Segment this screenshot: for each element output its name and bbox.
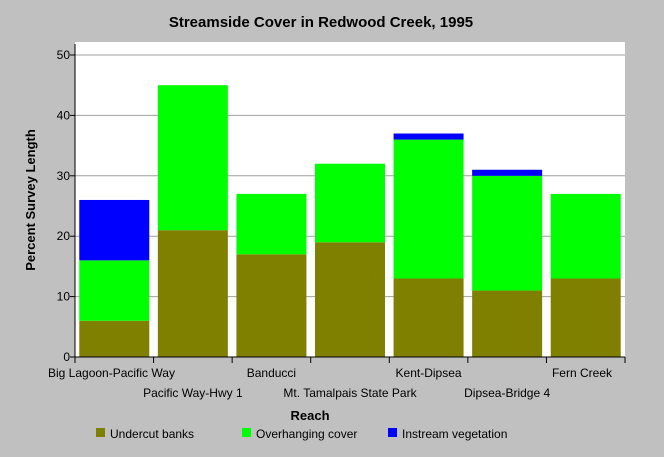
bar-segment bbox=[79, 199, 150, 261]
y-tick-label: 20 bbox=[57, 229, 71, 243]
bar-segment bbox=[393, 133, 464, 140]
bars bbox=[79, 85, 621, 357]
bar-segment bbox=[472, 175, 543, 291]
bar-segment bbox=[472, 290, 543, 357]
legend: Undercut banks Overhanging cover Instream … bbox=[96, 427, 507, 441]
legend-swatch bbox=[96, 428, 105, 437]
bar-segment bbox=[79, 320, 150, 357]
chart-title: Streamside Cover in Redwood Creek, 1995 bbox=[169, 14, 473, 31]
y-tick-label: 50 bbox=[57, 48, 71, 62]
legend-label: Overhanging cover bbox=[256, 427, 357, 441]
x-tick-label: Pacific Way-Hwy 1 bbox=[143, 386, 243, 400]
bar-segment bbox=[550, 193, 621, 279]
legend-swatch bbox=[242, 428, 251, 437]
bar-segment bbox=[550, 278, 621, 357]
bar-segment bbox=[236, 193, 307, 255]
y-tick-labels: 0 10 20 30 40 50 bbox=[57, 48, 71, 364]
legend-label: Undercut banks bbox=[110, 427, 194, 441]
y-axis-label: Percent Survey Length bbox=[23, 129, 38, 271]
x-tick-label: Fern Creek bbox=[552, 366, 613, 380]
bar-segment bbox=[236, 254, 307, 357]
bar-segment bbox=[157, 230, 228, 357]
bar-segment bbox=[315, 242, 385, 357]
legend-swatch bbox=[388, 428, 397, 437]
bar-segment bbox=[472, 169, 543, 176]
y-tick-label: 10 bbox=[57, 290, 71, 304]
bar-segment bbox=[315, 163, 385, 243]
x-tick-label: Kent-Dipsea bbox=[396, 366, 462, 380]
y-tick-label: 0 bbox=[63, 350, 70, 364]
y-tick-label: 40 bbox=[57, 108, 71, 122]
x-tick-labels: Big Lagoon-Pacific Way Pacific Way-Hwy 1 B… bbox=[48, 366, 613, 400]
x-tick-label: Big Lagoon-Pacific Way bbox=[48, 366, 175, 380]
x-axis-label: Reach bbox=[290, 408, 329, 423]
bar-segment bbox=[157, 85, 228, 231]
y-tick-label: 30 bbox=[57, 169, 71, 183]
bar-segment bbox=[393, 278, 464, 357]
x-tick-label: Dipsea-Bridge 4 bbox=[464, 386, 550, 400]
bar-segment bbox=[79, 260, 150, 321]
x-tick-label: Mt. Tamalpais State Park bbox=[283, 386, 417, 400]
axes bbox=[70, 44, 626, 363]
bar-segment bbox=[393, 139, 464, 279]
legend-label: Instream vegetation bbox=[402, 427, 507, 441]
x-tick-label: Banducci bbox=[247, 366, 296, 380]
